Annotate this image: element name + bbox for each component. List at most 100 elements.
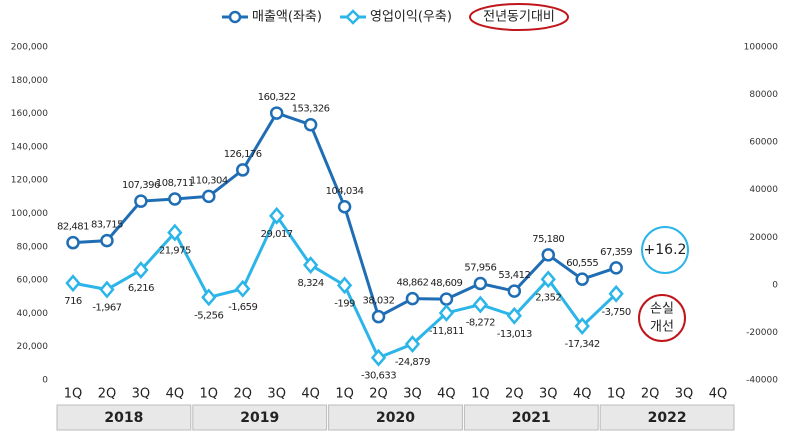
point-marker — [405, 291, 420, 306]
y2-tick-label: 80000 — [749, 90, 778, 100]
data-label: -24,879 — [395, 357, 430, 368]
point-marker — [100, 233, 114, 248]
yoy-legend: 전년동기대비 — [483, 10, 555, 25]
year-label: 2021 — [512, 410, 551, 426]
point-marker — [134, 194, 148, 208]
data-label: 107,396 — [122, 180, 160, 191]
x-tick-label: 4Q — [709, 387, 728, 402]
legend-label: 매출액(좌축) — [252, 10, 322, 25]
point-marker — [133, 261, 149, 279]
point-marker — [370, 348, 387, 367]
point-marker — [506, 306, 522, 325]
data-label: 6,216 — [128, 283, 154, 294]
data-label: 160,322 — [258, 92, 296, 103]
y-tick-label: 20,000 — [17, 342, 49, 352]
year-cell — [56, 404, 192, 431]
loss-circle — [638, 294, 686, 342]
point-marker — [202, 189, 216, 204]
point-marker — [608, 284, 624, 303]
x-tick-label: 4Q — [573, 387, 592, 402]
legend-marker — [228, 10, 242, 24]
point-marker — [575, 272, 589, 286]
loss-label: 손실 — [650, 302, 674, 317]
y-tick-label: 0 — [42, 376, 48, 386]
x-tick-label: 2Q — [98, 387, 117, 402]
y2-tick-label: -20000 — [746, 328, 778, 338]
x-tick-label: 3Q — [675, 387, 694, 402]
point-marker — [540, 270, 556, 289]
y2-tick-label: 100000 — [744, 43, 779, 53]
data-label: 53,412 — [498, 270, 530, 281]
data-label: 153,326 — [292, 104, 330, 115]
data-label: 716 — [64, 296, 82, 307]
point-marker — [303, 117, 318, 132]
point-marker — [507, 284, 522, 298]
data-label: -3,750 — [602, 307, 631, 318]
y-tick-label: 200,000 — [11, 43, 48, 53]
data-label: 126,176 — [224, 149, 262, 160]
y2-tick-label: 0 — [772, 280, 778, 290]
data-label: -5,256 — [194, 310, 223, 321]
data-label: -1,967 — [92, 303, 121, 314]
y-tick-label: 160,000 — [11, 109, 48, 119]
data-label: 57,956 — [464, 263, 496, 274]
x-tick-label: 3Q — [403, 387, 422, 402]
data-label: -13,013 — [497, 329, 532, 340]
point-marker — [472, 295, 489, 314]
data-label: 108,711 — [156, 178, 194, 189]
y2-tick-label: 60000 — [749, 138, 778, 148]
data-label: -30,633 — [361, 371, 396, 382]
data-label: -11,811 — [429, 326, 464, 337]
year-cell — [328, 404, 463, 431]
data-label: -1,659 — [228, 302, 257, 313]
point-marker — [167, 223, 183, 242]
point-marker — [371, 309, 386, 324]
data-label: 110,304 — [190, 175, 228, 186]
x-tick-label: 3Q — [539, 387, 558, 402]
year-cell — [192, 404, 328, 431]
point-marker — [438, 304, 455, 322]
point-marker — [336, 276, 353, 295]
year-label: 2018 — [104, 410, 143, 426]
point-marker — [302, 256, 319, 274]
data-label: 48,609 — [430, 278, 462, 289]
point-marker — [168, 192, 182, 206]
x-tick-label: 1Q — [200, 387, 219, 402]
year-label: 2019 — [240, 410, 279, 426]
point-marker — [404, 335, 421, 353]
y2-tick-label: 20000 — [749, 233, 778, 243]
growth-label: +16.2 — [644, 242, 687, 258]
year-cell — [463, 404, 599, 431]
point-marker — [269, 206, 285, 225]
data-label: -8,272 — [466, 318, 495, 329]
data-label: 8,324 — [298, 278, 324, 289]
y-tick-label: 180,000 — [11, 76, 48, 86]
point-marker — [269, 106, 284, 120]
data-label: 83,715 — [91, 220, 123, 231]
loss-label: 개선 — [650, 320, 674, 335]
y-tick-label: 140,000 — [11, 142, 48, 152]
data-label: -199 — [334, 298, 355, 309]
data-label: 29,017 — [261, 229, 293, 240]
x-tick-label: 1Q — [64, 387, 83, 402]
point-marker — [65, 274, 81, 293]
y2-tick-label: 40000 — [749, 185, 778, 195]
yoy-legend-ellipse — [469, 3, 569, 31]
point-marker — [337, 200, 352, 214]
x-tick-label: 1Q — [335, 387, 354, 402]
data-label: 82,481 — [57, 222, 89, 233]
data-label: 67,359 — [600, 247, 632, 258]
x-tick-label: 1Q — [607, 387, 626, 402]
point-marker — [574, 317, 590, 336]
point-marker — [609, 261, 623, 275]
y2-tick-label: -40000 — [746, 376, 778, 386]
year-label: 2022 — [648, 410, 687, 426]
data-label: 75,180 — [532, 234, 564, 245]
x-tick-label: 2Q — [505, 387, 524, 402]
data-label: 21,975 — [159, 246, 191, 257]
data-label: -17,342 — [565, 339, 600, 350]
x-tick-label: 4Q — [437, 387, 456, 402]
point-marker — [473, 276, 488, 291]
data-label: 60,555 — [566, 258, 598, 269]
